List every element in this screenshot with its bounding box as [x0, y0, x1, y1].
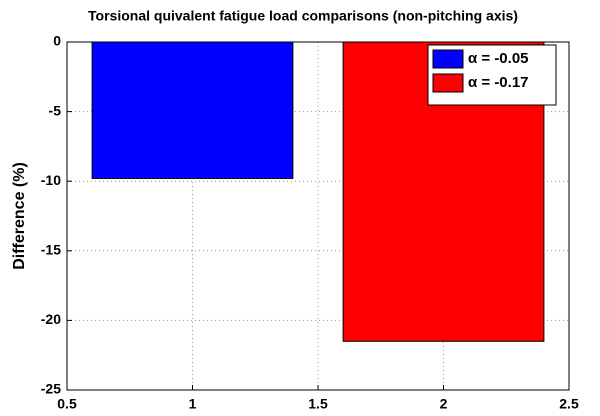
y-tick-label: -25	[41, 381, 61, 397]
axes-frame	[66, 41, 570, 391]
y-tick-label: -5	[49, 102, 62, 118]
x-tick-label: 2	[440, 396, 448, 412]
legend-swatch	[432, 49, 464, 69]
legend-label: α = -0.05	[468, 50, 529, 67]
x-tick-label: 1.5	[308, 396, 328, 412]
legend-label: α = -0.17	[468, 74, 529, 91]
legend-swatch	[432, 73, 464, 93]
x-tick-label: 0.5	[57, 396, 77, 412]
y-tick-label: -10	[41, 172, 61, 188]
bar	[91, 41, 294, 179]
x-tick-label: 2.5	[559, 396, 579, 412]
x-tick-label: 1	[189, 396, 197, 412]
chart-title: Torsional quivalent fatigue load compari…	[88, 8, 518, 24]
y-tick-label: 0	[53, 33, 61, 49]
y-tick-label: -20	[41, 311, 61, 327]
y-tick-label: -15	[41, 242, 61, 258]
y-axis-label: Difference (%)	[11, 162, 28, 270]
